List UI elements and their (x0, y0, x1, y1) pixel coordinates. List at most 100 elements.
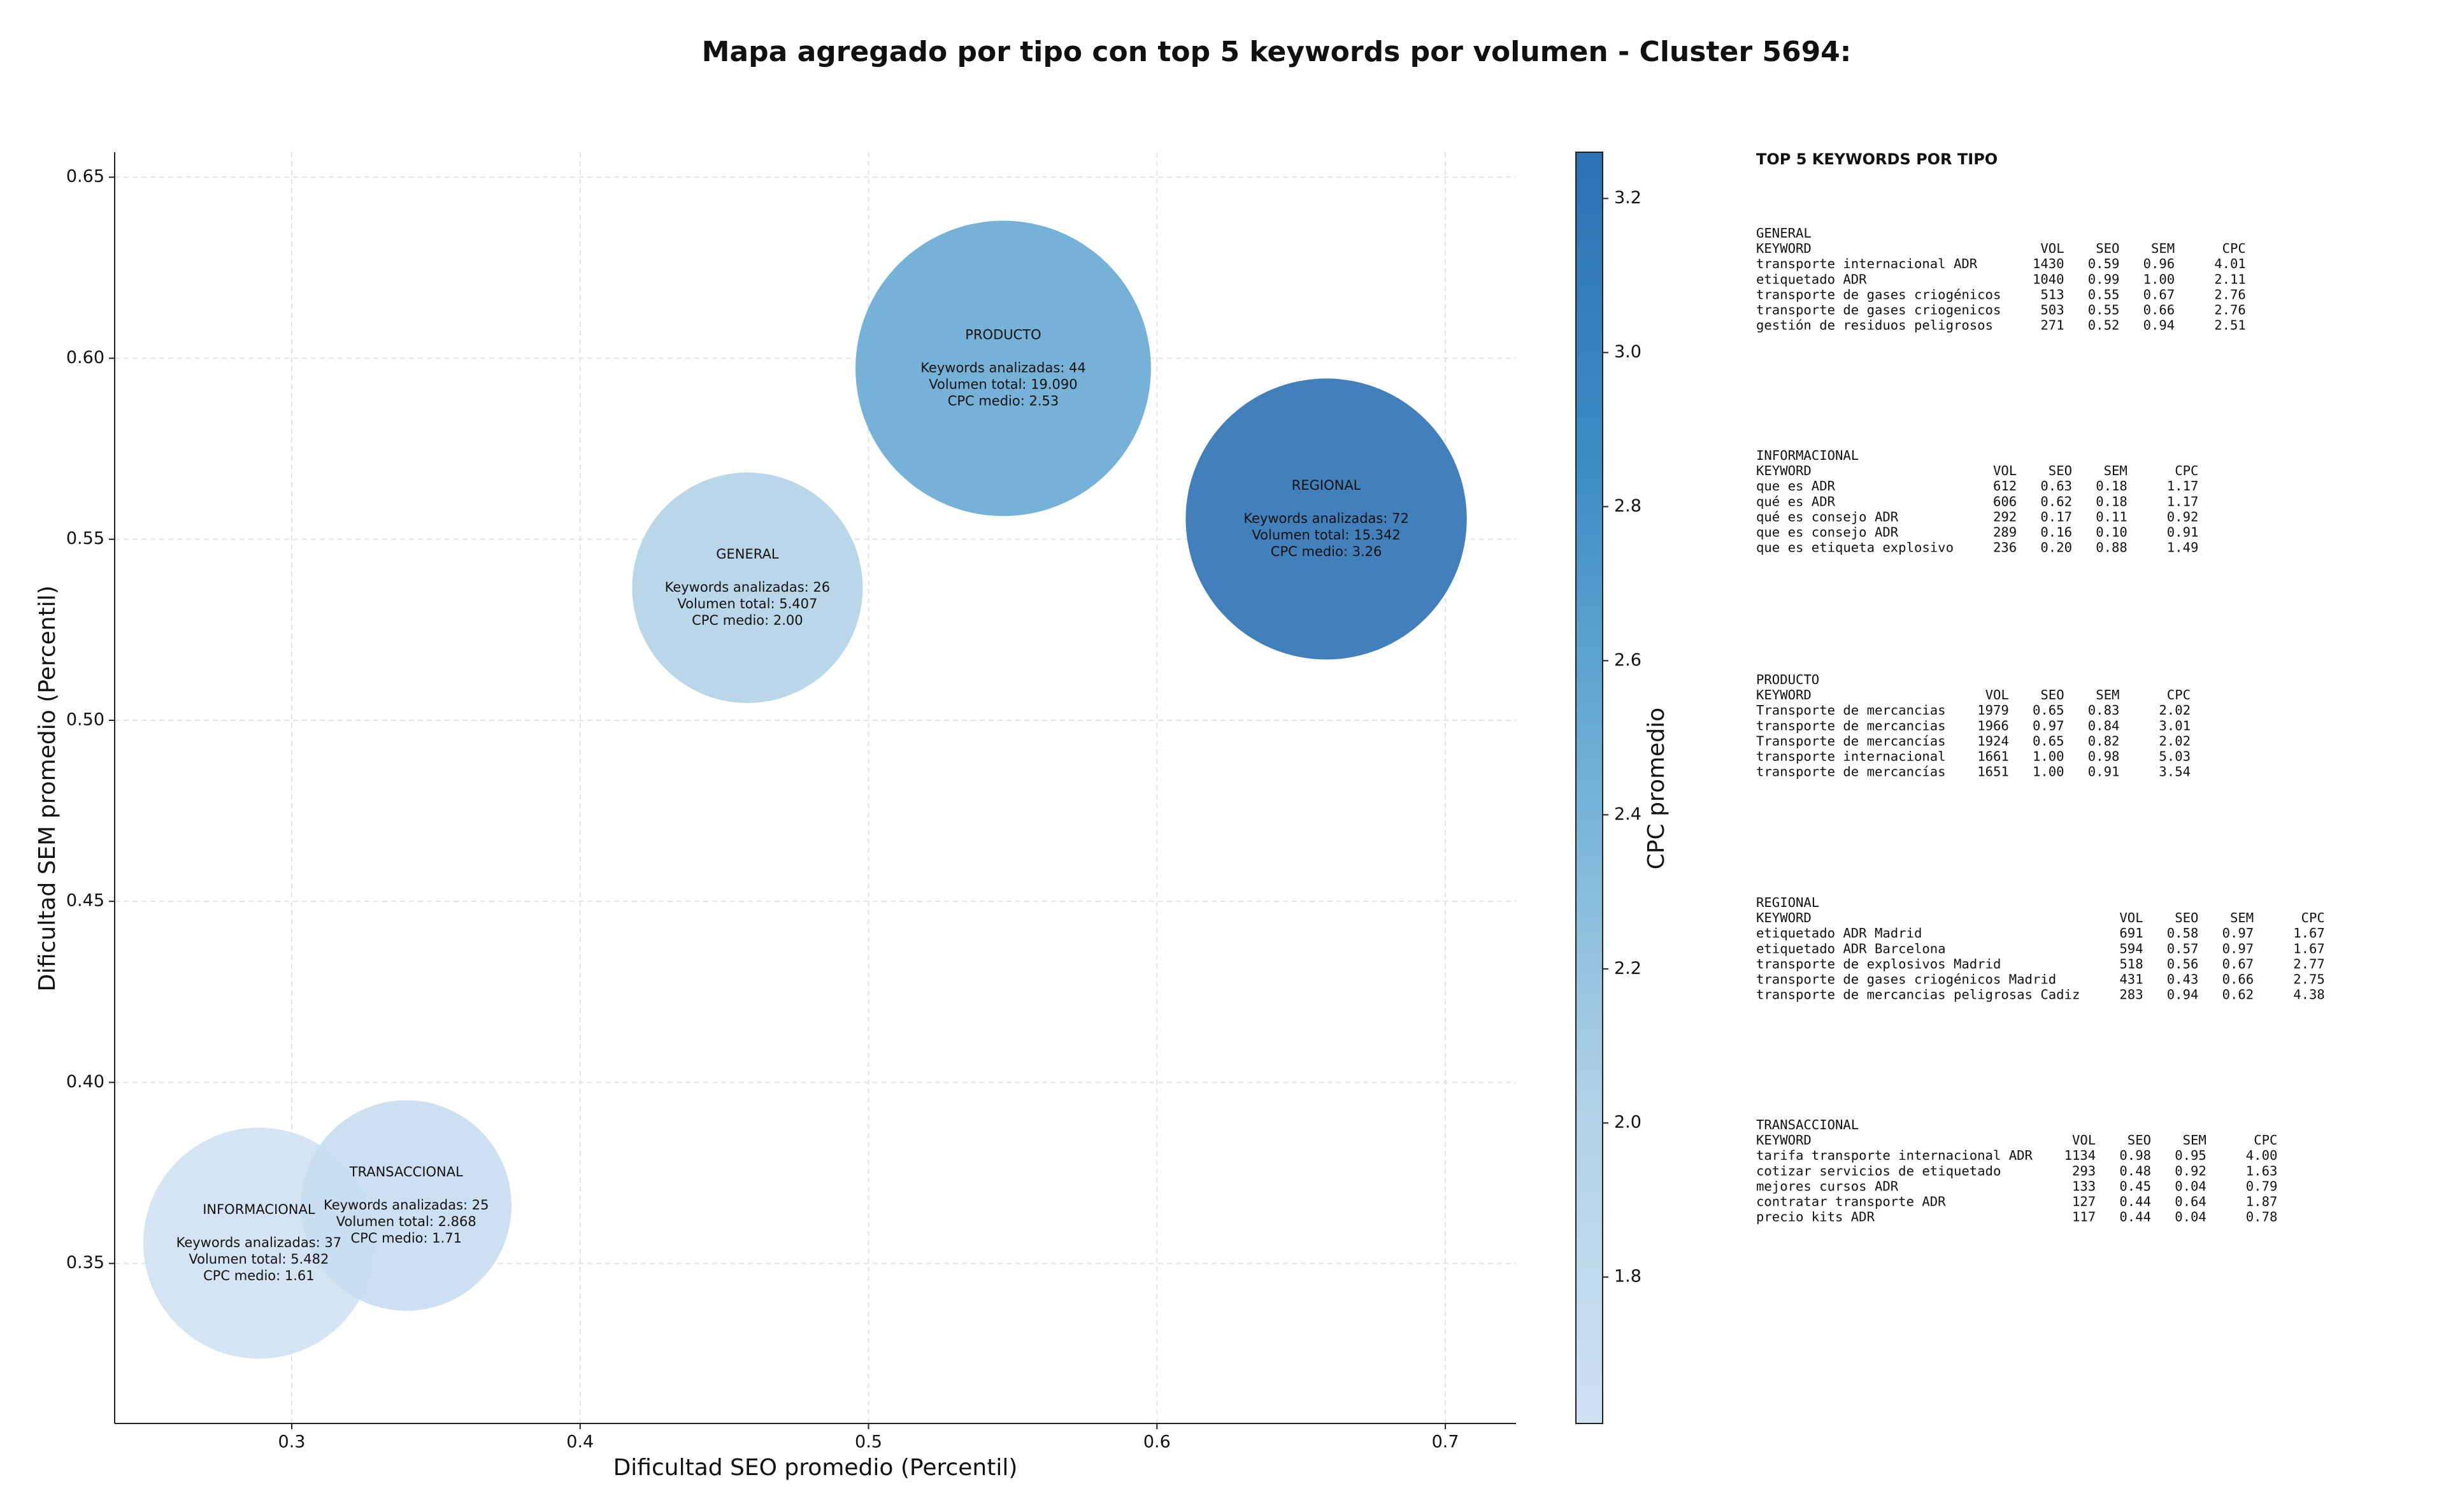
bubble-label: INFORMACIONAL (203, 1202, 315, 1217)
bubble-annotation: Keywords analizadas: 44 (920, 360, 1086, 375)
table-cell: 0.59 (2088, 256, 2120, 271)
table-cell: 0.10 (2096, 525, 2128, 540)
column-header: CPC (2222, 241, 2246, 256)
table-cell: 0.55 (2088, 287, 2120, 302)
bubble (1185, 378, 1467, 660)
table-cell: 283 (2119, 987, 2143, 1002)
table-cell: 1430 (2033, 256, 2064, 271)
table-cell: 0.48 (2119, 1163, 2151, 1178)
table-cell: 0.52 (2088, 318, 2120, 333)
table-cell: que es ADR (1756, 478, 1836, 494)
table-cell: 4.38 (2293, 987, 2325, 1002)
table-cell: 1040 (2033, 271, 2064, 287)
column-header: CPC (2254, 1132, 2277, 1148)
table-cell: 0.64 (2175, 1194, 2206, 1209)
bubble-annotation: CPC medio: 1.71 (350, 1230, 462, 1246)
colorbar (1575, 152, 1603, 1424)
table-cell: 0.95 (2175, 1148, 2206, 1163)
bubble-label: TRANSACCIONAL (349, 1164, 463, 1180)
table-cell: 0.65 (2033, 703, 2064, 718)
colorbar-tick-label: 3.0 (1614, 342, 1641, 362)
table-cell: 0.04 (2175, 1178, 2206, 1194)
table-cell: 293 (2072, 1163, 2096, 1178)
y-tick-label: 0.45 (66, 891, 104, 911)
table-cell: 1.63 (2246, 1163, 2278, 1178)
table-cell: 0.88 (2096, 540, 2128, 555)
x-tick-label: 0.5 (855, 1432, 882, 1452)
table-cell: 0.55 (2088, 303, 2120, 318)
table-cell: 1.17 (2167, 494, 2199, 509)
table-cell: 0.97 (2222, 925, 2254, 941)
bubble-annotation: Volumen total: 5.482 (189, 1252, 329, 1267)
table-cell: 0.97 (2222, 941, 2254, 956)
table-cell: 2.51 (2214, 318, 2246, 333)
bubble-annotation: Keywords analizadas: 25 (324, 1197, 489, 1213)
colorbar-tick-label: 2.6 (1614, 650, 1641, 670)
table-cell: 0.92 (2167, 509, 2199, 524)
table-cell: 1966 (1977, 718, 2009, 733)
table-cell: 1.49 (2167, 540, 2199, 555)
column-header: VOL (2072, 1132, 2096, 1148)
table-cell: transporte de gases criogénicos Madrid (1756, 972, 2056, 987)
column-header: CPC (2167, 687, 2191, 703)
table-cell: 0.96 (2143, 256, 2175, 271)
column-header: VOL (2119, 910, 2143, 925)
column-header: SEM (2151, 241, 2175, 256)
table-cell: 0.98 (2088, 749, 2120, 764)
column-header: KEYWORD (1756, 910, 1812, 925)
table-cell: 2.76 (2214, 287, 2246, 302)
table-cell: que es etiqueta explosivo (1756, 540, 1954, 555)
table-cell: 431 (2119, 972, 2143, 987)
y-tick-label: 0.35 (66, 1253, 104, 1273)
table-cell: 0.20 (2040, 540, 2072, 555)
table-cell: 0.94 (2167, 987, 2199, 1002)
column-header: SEM (2104, 463, 2128, 478)
colorbar-label: CPC promedio (1643, 708, 1670, 869)
table-cell: 236 (1993, 540, 2017, 555)
column-header: KEYWORD (1756, 1132, 1812, 1148)
bubble-annotation: Keywords analizadas: 26 (665, 580, 831, 595)
table-cell: 0.58 (2167, 925, 2199, 941)
bubble-annotation: Keywords analizadas: 37 (176, 1235, 342, 1250)
table-cell: que es consejo ADR (1756, 525, 1899, 540)
bubble-annotation: CPC medio: 3.26 (1271, 544, 1382, 559)
section-name: PRODUCTO (1756, 672, 1819, 687)
bubble-annotation: Volumen total: 2.868 (336, 1214, 476, 1229)
section-name: REGIONAL (1756, 895, 1819, 910)
table-cell: etiquetado ADR Barcelona (1756, 941, 1946, 956)
table-cell: 0.44 (2119, 1194, 2151, 1209)
x-axis-label: Dificultad SEO promedio (Percentil) (613, 1455, 1018, 1481)
bubble (301, 1100, 512, 1311)
table-cell: transporte de mercancias peligrosas Cadi… (1756, 987, 2080, 1002)
table-cell: 518 (2119, 956, 2143, 971)
table-cell: 594 (2119, 941, 2143, 956)
table-cell: 0.57 (2167, 941, 2199, 956)
table-cell: 0.17 (2040, 509, 2072, 524)
table-cell: 127 (2072, 1194, 2096, 1209)
table-cell: 2.11 (2214, 271, 2246, 287)
table-cell: 289 (1993, 525, 2017, 540)
table-cell: 0.67 (2222, 956, 2254, 971)
bubble-label: REGIONAL (1292, 478, 1361, 493)
table-cell: 133 (2072, 1178, 2096, 1194)
table-cell: precio kits ADR (1756, 1209, 1875, 1225)
colorbar-tick-label: 1.8 (1614, 1267, 1641, 1287)
colorbar-tick-label: 3.2 (1614, 188, 1641, 208)
table-cell: 0.92 (2175, 1163, 2206, 1178)
y-tick-label: 0.40 (66, 1072, 104, 1092)
table-cell: 1.00 (2033, 764, 2064, 780)
table-cell: 0.66 (2222, 972, 2254, 987)
bubble-label: PRODUCTO (965, 327, 1041, 342)
table-cell: contratar transporte ADR (1756, 1194, 1946, 1209)
column-header: CPC (2175, 463, 2198, 478)
x-tick-label: 0.4 (566, 1432, 594, 1452)
y-tick-label: 0.60 (66, 348, 104, 367)
table-cell: transporte de mercancias (1756, 718, 1946, 733)
table-cell: 1134 (2064, 1148, 2096, 1163)
table-cell: qué es consejo ADR (1756, 509, 1899, 524)
x-tick-label: 0.6 (1143, 1432, 1171, 1452)
